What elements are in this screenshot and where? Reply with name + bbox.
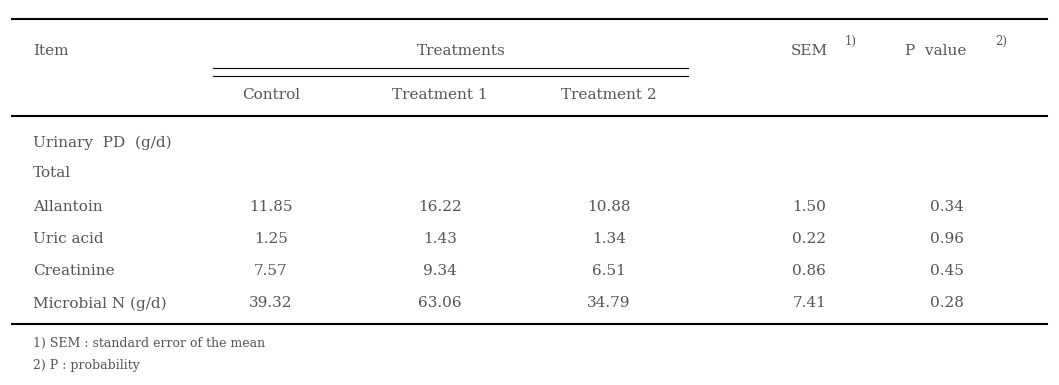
Text: 1.50: 1.50 (792, 200, 826, 214)
Text: Allantoin: Allantoin (33, 200, 103, 214)
Text: 0.45: 0.45 (930, 264, 964, 278)
Text: 0.86: 0.86 (792, 264, 826, 278)
Text: Treatment 2: Treatment 2 (561, 88, 657, 102)
Text: 11.85: 11.85 (249, 200, 292, 214)
Text: Treatment 1: Treatment 1 (392, 88, 487, 102)
Text: 0.34: 0.34 (930, 200, 964, 214)
Text: 10.88: 10.88 (587, 200, 630, 214)
Text: 1) SEM : standard error of the mean: 1) SEM : standard error of the mean (33, 337, 265, 350)
Text: 1.43: 1.43 (423, 232, 456, 246)
Text: 9.34: 9.34 (423, 264, 456, 278)
Text: 1.34: 1.34 (592, 232, 626, 246)
Text: 16.22: 16.22 (418, 200, 462, 214)
Text: 1.25: 1.25 (254, 232, 288, 246)
Text: 1): 1) (844, 35, 857, 48)
Text: 39.32: 39.32 (249, 296, 292, 310)
Text: Total: Total (33, 166, 71, 181)
Text: 34.79: 34.79 (587, 296, 630, 310)
Text: 0.22: 0.22 (792, 232, 826, 246)
Text: Control: Control (241, 88, 300, 102)
Text: 6.51: 6.51 (592, 264, 626, 278)
Text: 2): 2) (995, 35, 1007, 48)
Text: 7.41: 7.41 (792, 296, 826, 310)
Text: Item: Item (33, 44, 69, 58)
Text: P  value: P value (905, 44, 967, 58)
Text: 7.57: 7.57 (254, 264, 288, 278)
Text: 63.06: 63.06 (418, 296, 462, 310)
Text: 0.96: 0.96 (930, 232, 964, 246)
Text: SEM: SEM (791, 44, 828, 58)
Text: Creatinine: Creatinine (33, 264, 114, 278)
Text: Microbial N (g/d): Microbial N (g/d) (33, 296, 166, 311)
Text: 2) P : probability: 2) P : probability (33, 359, 140, 372)
Text: Treatments: Treatments (416, 44, 505, 58)
Text: Uric acid: Uric acid (33, 232, 104, 246)
Text: 0.28: 0.28 (930, 296, 964, 310)
Text: Urinary  PD  (g/d): Urinary PD (g/d) (33, 136, 172, 150)
